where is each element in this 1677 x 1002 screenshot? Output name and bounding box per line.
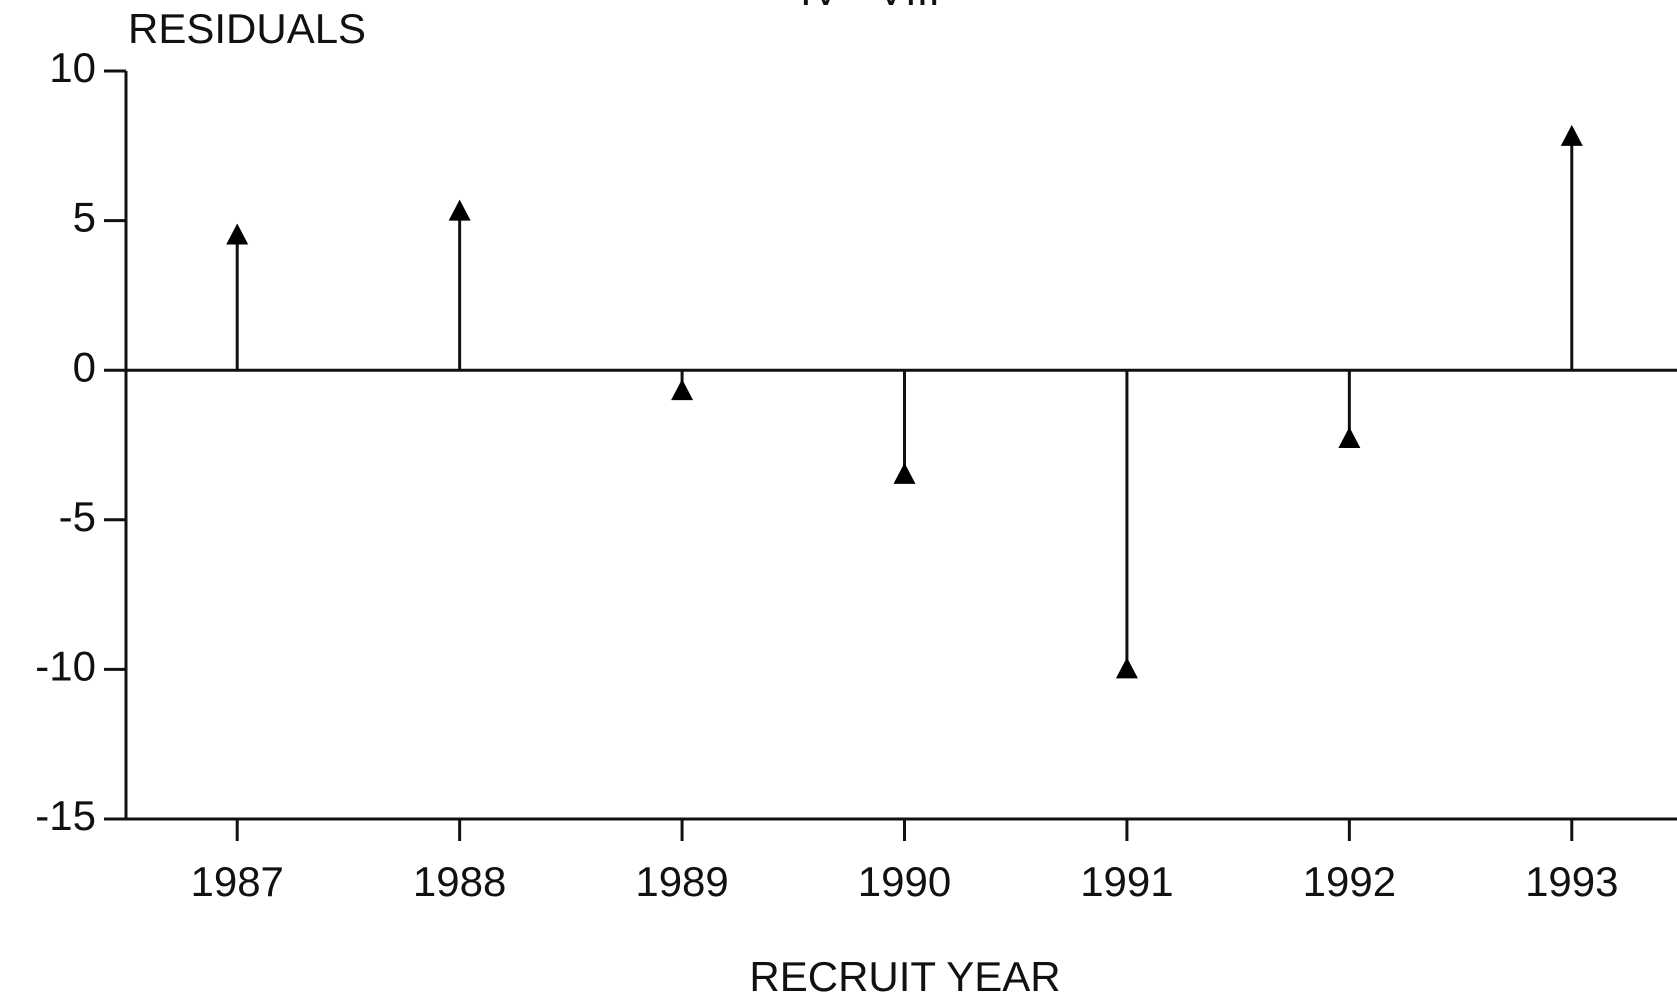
x-tick-label: 1989 [635,858,728,905]
y-tick-label: 0 [73,343,96,390]
x-axis-label: RECRUIT YEAR [749,953,1060,1000]
x-tick-label: 1987 [190,858,283,905]
y-tick-label: -5 [59,493,96,540]
y-tick-label: -15 [35,792,96,839]
x-tick-label: 1988 [413,858,506,905]
y-tick-label: -10 [35,642,96,689]
y-axis-label: RESIDUALS [128,5,366,52]
y-tick-label: 10 [49,44,96,91]
chart-title: IV - VIII [800,0,940,14]
marker [1338,427,1361,449]
marker [671,379,694,401]
marker [1560,124,1583,146]
marker [893,462,916,484]
x-tick-label: 1990 [858,858,951,905]
x-tick-label: 1992 [1303,858,1396,905]
x-tick-label: 1991 [1080,858,1173,905]
x-tick-label: 1993 [1525,858,1618,905]
marker [448,199,471,221]
y-tick-label: 5 [73,194,96,241]
marker [1115,657,1138,679]
marker [226,223,249,245]
